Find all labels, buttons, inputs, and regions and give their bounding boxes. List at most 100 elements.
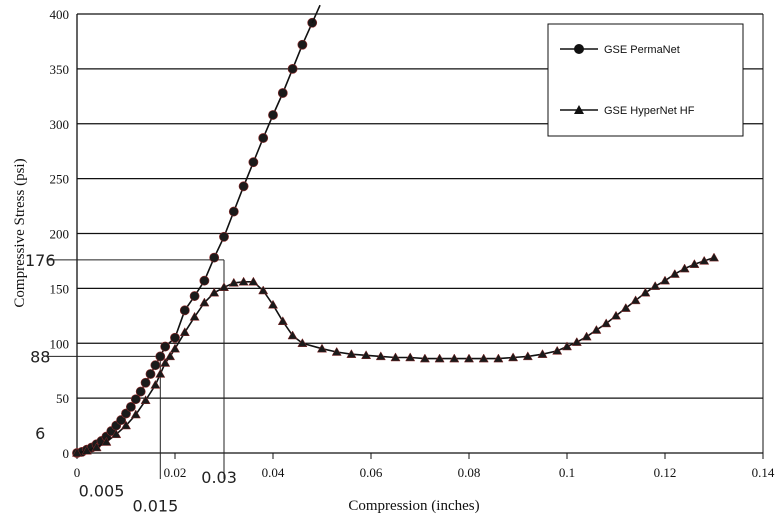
hypernet-point-10 [160, 357, 171, 367]
permanet-point-10 [121, 408, 131, 419]
gridlines [76, 13, 764, 454]
permanet-point-28 [258, 133, 269, 143]
hypernet-point-27 [331, 346, 342, 356]
hypernet-point-49 [620, 303, 631, 312]
hypernet-point-21 [258, 285, 269, 295]
x-tick-label-4: 0.08 [458, 465, 481, 480]
permanet-extension [311, 4, 321, 24]
hypernet-point-20 [248, 276, 259, 286]
annotation-3: 0.005 [79, 481, 125, 500]
hypernet-point-38 [493, 353, 504, 363]
permanet-point-17 [155, 351, 166, 362]
hypernet-point-30 [375, 351, 386, 361]
hypernet-point-43 [561, 341, 573, 351]
legend-marker-permanet [574, 44, 584, 54]
y-tick-label-5: 250 [50, 172, 70, 187]
hypernet-point-22 [267, 299, 279, 309]
permanet-point-32 [297, 39, 308, 50]
hypernet-point-17 [218, 282, 230, 291]
hypernet-point-36 [463, 353, 475, 363]
hypernet-point-2 [91, 442, 102, 452]
hypernet-point-16 [209, 287, 220, 297]
hypernet-point-11 [165, 351, 176, 361]
hypernet-point-8 [150, 379, 161, 389]
x-tick-label-5: 0.1 [559, 465, 575, 480]
permanet-point-26 [238, 181, 249, 192]
hypernet-point-40 [522, 351, 533, 361]
hypernet-point-23 [277, 316, 288, 325]
permanet-point-14 [140, 377, 151, 388]
annotation-2: 176 [25, 251, 56, 270]
hypernet-point-34 [434, 353, 445, 363]
hypernet-point-0 [71, 447, 83, 457]
hypernet-point-26 [316, 343, 328, 353]
hypernet-point-15 [199, 297, 210, 307]
hypernet-point-47 [601, 318, 612, 328]
y-axis-label: Compressive Stress (psi) [12, 158, 28, 307]
annotation-5: 0.03 [201, 468, 237, 487]
series-line-permanet [76, 22, 313, 454]
hypernet-point-53 [659, 275, 671, 285]
hypernet-point-41 [537, 349, 548, 358]
legend-label-permanet: GSE PermaNet [604, 44, 680, 56]
permanet-point-27 [248, 157, 259, 168]
permanet-point-12 [130, 394, 141, 405]
permanet-point-15 [145, 369, 156, 379]
hypernet-point-29 [361, 350, 372, 360]
hypernet-point-9 [155, 368, 166, 378]
y-tick-label-7: 350 [50, 62, 70, 77]
x-tick-label-0: 0 [74, 465, 81, 480]
hypernet-point-48 [610, 310, 622, 320]
hypernet-point-14 [189, 311, 200, 321]
series-layer [71, 4, 720, 458]
y-tick-label-1: 50 [56, 391, 69, 406]
x-tick-label-7: 0.14 [752, 465, 775, 480]
permanet-point-9 [116, 415, 126, 425]
hypernet-point-42 [552, 345, 563, 355]
hypernet-point-3 [101, 436, 112, 446]
legend-marker-hypernet [574, 105, 584, 114]
hypernet-point-31 [390, 352, 401, 362]
hypernet-point-12 [169, 343, 181, 353]
permanet-point-13 [135, 386, 146, 397]
permanet-point-23 [209, 252, 220, 263]
permanet-point-31 [287, 63, 298, 74]
permanet-point-30 [277, 88, 288, 98]
hypernet-point-33 [419, 353, 430, 363]
permanet-point-22 [199, 275, 210, 286]
hypernet-point-51 [640, 287, 651, 297]
hypernet-point-52 [650, 281, 661, 290]
hypernet-point-35 [449, 353, 460, 363]
hypernet-point-56 [689, 259, 700, 268]
legend: GSE PermaNet GSE HyperNet HF [547, 23, 744, 137]
permanet-point-24 [219, 231, 229, 242]
y-tick-label-4: 200 [50, 227, 70, 242]
x-tick-label-1: 0.02 [164, 465, 187, 480]
y-tick-label-6: 300 [50, 117, 70, 132]
hypernet-point-54 [669, 269, 680, 278]
permanet-point-25 [228, 206, 239, 217]
hypernet-point-39 [508, 352, 519, 362]
hypernet-point-37 [478, 353, 489, 363]
permanet-point-29 [268, 110, 278, 120]
hypernet-point-18 [228, 277, 239, 287]
permanet-point-19 [170, 332, 180, 343]
hypernet-point-55 [679, 263, 690, 273]
hypernet-point-4 [111, 429, 122, 439]
hypernet-point-28 [346, 349, 357, 358]
permanet-point-21 [189, 291, 200, 301]
tick-labels: 0 50 100 150 200 250 300 350 400 0 0.02 0.04 0.06 0.0… [50, 7, 775, 480]
y-tick-label-0: 0 [63, 446, 70, 461]
permanet-point-20 [179, 305, 190, 316]
hypernet-point-19 [238, 276, 249, 286]
permanet-point-18 [160, 341, 171, 352]
hypernet-point-13 [179, 327, 190, 336]
annotation-4: 0.015 [132, 497, 178, 516]
permanet-point-16 [150, 360, 161, 371]
hypernet-point-46 [591, 324, 602, 334]
legend-box [547, 23, 744, 137]
x-tick-label-2: 0.04 [262, 465, 285, 480]
hypernet-point-1 [81, 445, 92, 455]
handwritten-annotations: 6 88 176 0.005 0.015 0.03 [25, 251, 237, 516]
